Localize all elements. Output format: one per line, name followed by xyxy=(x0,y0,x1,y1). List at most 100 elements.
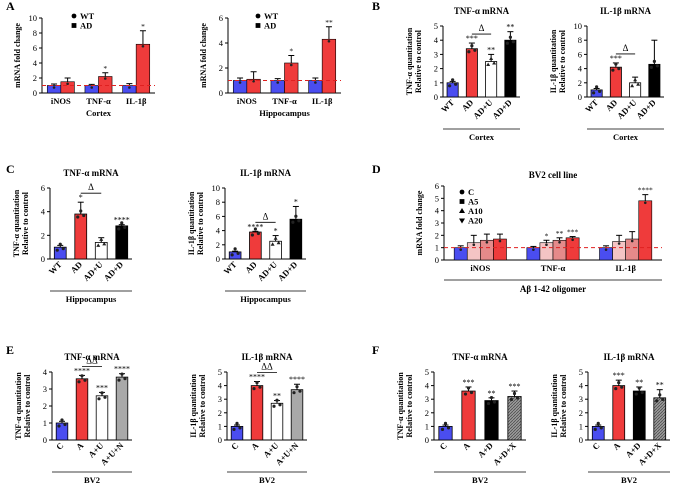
panel-c-data-point xyxy=(82,213,86,218)
panel-f-y-tick-label: 5 xyxy=(425,367,429,377)
panel-a-significance: * xyxy=(141,22,145,31)
panel-b2-x-tick-label: AD+D xyxy=(634,97,658,121)
panel-a2-data-point xyxy=(327,39,331,43)
panel-c-label: C xyxy=(6,162,15,176)
panel-c-data-point xyxy=(102,241,107,246)
panel-f-x-tick-label: A+D+X xyxy=(491,440,519,468)
panel-b2-data-point xyxy=(617,67,621,71)
panel-a-x-tick-label: TNF-α xyxy=(86,96,111,106)
panel-d-bar-a20-2 xyxy=(638,200,653,261)
panel-f-data-point xyxy=(512,391,517,396)
panel-e2-data-point xyxy=(235,421,239,425)
panel-c2-data-point xyxy=(250,233,254,237)
panel-f2-y-tick-label: 4 xyxy=(579,381,584,391)
panel-e-bracket-label: ΔΔ xyxy=(86,355,98,365)
panel-f2-x-axis-label: BV2 xyxy=(621,475,637,485)
panel-d-x-tick-label: iNOS xyxy=(470,263,490,273)
panel-b2-data-point xyxy=(614,62,618,66)
panel-a-data-point xyxy=(52,86,56,89)
panel-e-title: TNF-α mRNA xyxy=(64,352,120,362)
panel-e-data-point xyxy=(120,372,124,376)
panel-b-data-point xyxy=(473,48,477,52)
panel-f2-data-point xyxy=(596,421,600,425)
panel-e2: IL-1β mRNA 0 1 2 3 4 5 IL-1β quantitation Relati… xyxy=(189,352,307,485)
panel-b-data-point xyxy=(454,82,458,86)
panel-d-legend-marker xyxy=(459,199,465,204)
panel-b2-y-axis-label: Relative to control xyxy=(558,29,567,93)
panel-a-data-point xyxy=(66,82,69,86)
panel-a2-legend-entry: WT xyxy=(264,11,279,21)
panel-e-data-point xyxy=(103,395,107,399)
panel-e2-x-tick-label: C xyxy=(229,440,240,451)
panel-f2: IL-1β mRNA 0 1 2 3 4 5 IL-1β quantitation Relati… xyxy=(550,352,670,485)
panel-a-x-tick-label: IL-1β xyxy=(126,96,147,106)
panel-d-y-tick-label: 1 xyxy=(435,243,439,253)
panel-a: A 0 2 4 6 8 10 mRNA fold change iNOS * TNF-α * IL-1β… xyxy=(6,0,155,118)
panel-d-data-point xyxy=(617,242,621,245)
panel-c-data-point xyxy=(96,243,101,247)
panel-b-data-point xyxy=(492,61,497,65)
panel-c2-data-point xyxy=(273,236,278,240)
panel-f2-data-point xyxy=(655,399,659,403)
panel-b-x-tick-label: AD+U xyxy=(471,97,495,121)
panel-c2-bar-ad-d xyxy=(289,218,303,260)
panel-c-significance: * xyxy=(79,193,83,202)
panel-d-legend-entry: C xyxy=(468,187,474,197)
panel-f-y-axis-label: TNF-α quantitation xyxy=(396,372,405,440)
panel-b-data-point xyxy=(505,41,509,45)
panel-e-significance: **** xyxy=(74,366,90,375)
panel-c2-data-point xyxy=(291,220,295,224)
panel-f-significance: *** xyxy=(463,378,475,387)
panel-b-significance: ** xyxy=(506,23,514,32)
panel-c-bar-ad-d xyxy=(115,225,129,260)
panel-c2-data-point xyxy=(294,214,298,218)
panel-d: D BV2 cell line 0 1 2 3 4 5 6 mRNA fold change iNO… xyxy=(372,162,662,294)
panel-f-data-point xyxy=(486,401,491,406)
panel-e-y-tick-label: 3 xyxy=(43,384,47,394)
panel-a2-x-tick-label: iNOS xyxy=(237,96,257,106)
panel-a2-bar-ad-1 xyxy=(284,62,299,94)
panel-a-legend-entry: WT xyxy=(80,11,95,21)
panel-c2-significance: * xyxy=(294,197,298,206)
panel-f-x-axis-label: BV2 xyxy=(472,475,488,485)
panel-a-data-point xyxy=(90,86,94,89)
panel-f-data-point xyxy=(489,395,494,400)
panel-f-y-tick-label: 0 xyxy=(425,435,429,445)
panel-b-bar-ad-u xyxy=(485,61,498,98)
panel-c2-y-axis-label: Relative to control xyxy=(196,191,205,255)
panel-d-y-tick-label: 2 xyxy=(435,230,439,240)
panel-b2-bracket-label: Δ xyxy=(623,43,629,53)
panel-c-y-tick-label: 4 xyxy=(41,207,46,217)
panel-d-y-tick-label: 6 xyxy=(435,181,439,191)
panel-c2: IL-1β mRNA 0 2 4 6 8 10 IL-1β quantitation Relat… xyxy=(187,168,306,304)
panel-d-legend-marker xyxy=(459,218,465,224)
panel-f-data-point xyxy=(446,426,451,430)
panel-b2: IL-1β mRNA 0 2 4 6 8 10 IL-1β quantitation Relat… xyxy=(549,6,664,142)
panel-a-label: A xyxy=(6,0,15,13)
panel-c-y-axis-label: Relative to control xyxy=(21,191,30,255)
panel-e2-data-point xyxy=(272,404,276,408)
panel-b2-data-point xyxy=(633,77,638,82)
panel-c2-y-tick-label: 10 xyxy=(212,183,221,193)
panel-e-y-tick-label: 1 xyxy=(43,418,47,428)
panel-b-bar-ad xyxy=(465,48,478,98)
panel-e2-data-point xyxy=(255,381,259,385)
panel-b2-data-point xyxy=(652,59,656,63)
panel-e2-y-tick-label: 2 xyxy=(218,408,222,418)
panel-d-data-point xyxy=(643,201,647,205)
panel-f-y-tick-label: 3 xyxy=(425,394,429,404)
panel-f-data-point xyxy=(515,396,520,400)
panel-f2-significance: *** xyxy=(613,371,625,380)
panel-b-y-axis-label: Relative to control xyxy=(414,29,423,93)
panel-c2-y-tick-label: 8 xyxy=(216,197,220,207)
panel-a2-bar-ad-2 xyxy=(321,38,337,94)
panel-d-significance: *** xyxy=(567,228,579,237)
panel-e2-data-point xyxy=(292,391,296,395)
panel-d-y-axis-label: mRNA fold change xyxy=(415,190,424,255)
panel-a-y-tick-label: 2 xyxy=(33,73,37,83)
panel-a-y-tick-label: 6 xyxy=(33,43,37,53)
panel-f2-data-point xyxy=(661,397,665,401)
panel-d-bar-a20-1 xyxy=(565,237,580,261)
panel-f2-data-point xyxy=(620,385,624,389)
panel-c2-bracket-label: Δ xyxy=(263,211,269,221)
